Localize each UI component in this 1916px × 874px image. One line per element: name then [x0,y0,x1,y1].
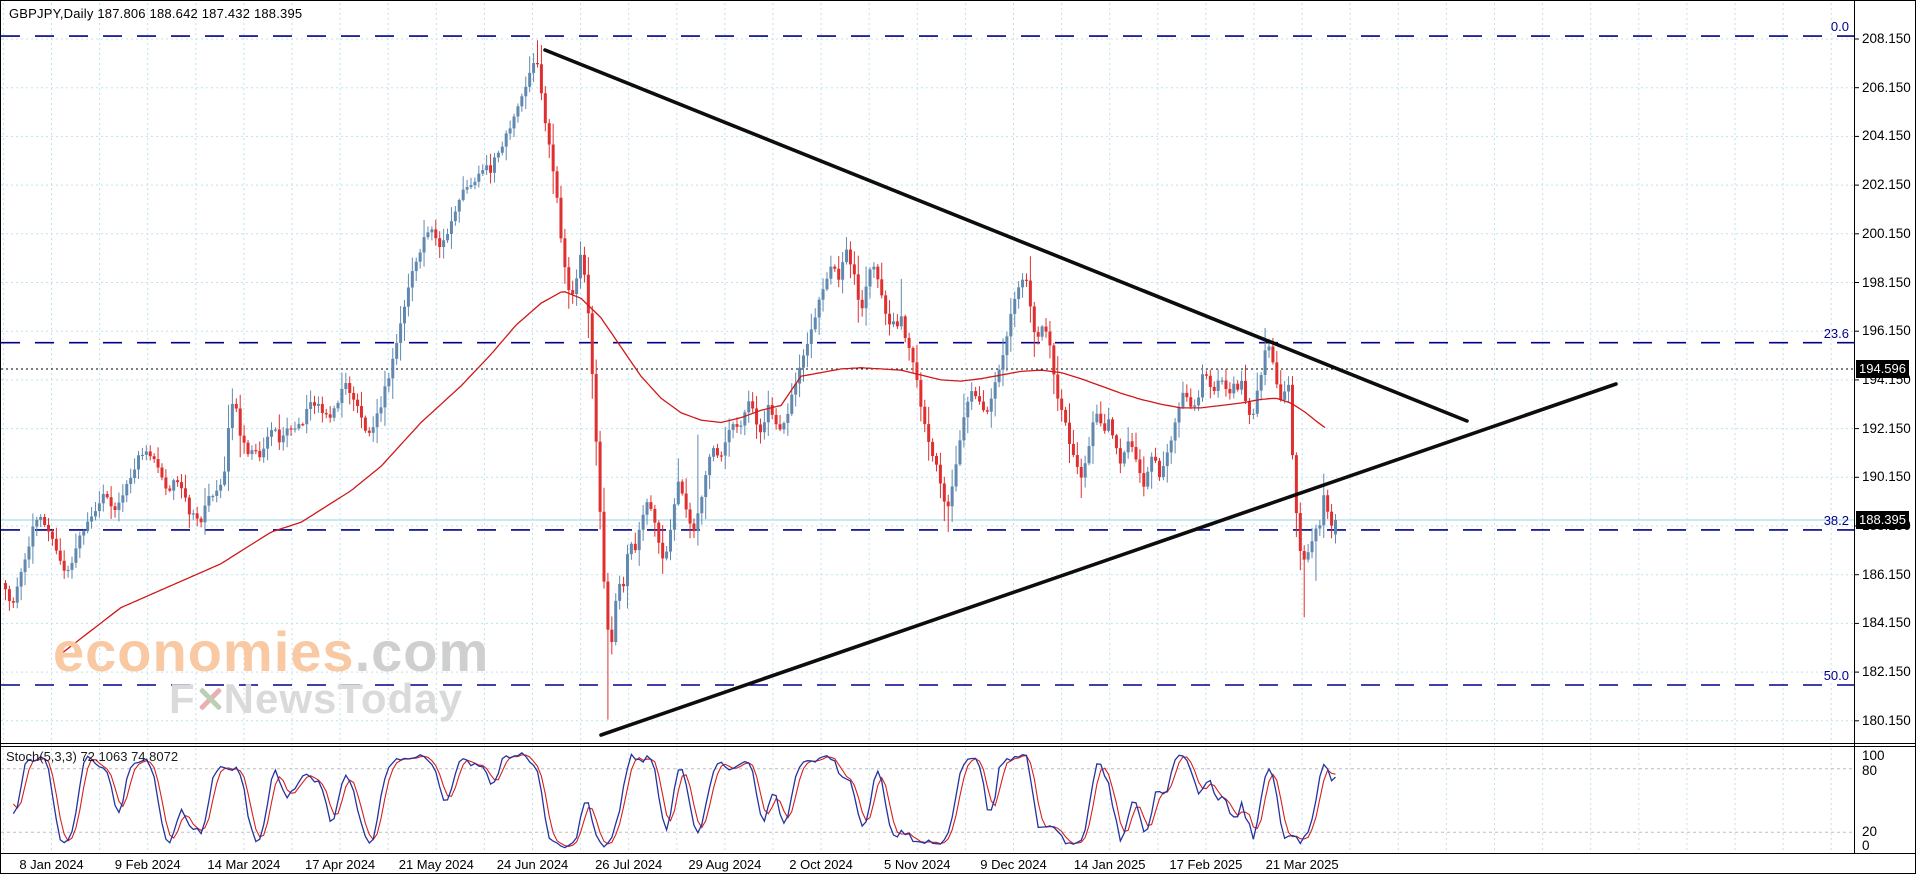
fib-label: 0.0 [1830,19,1849,35]
stoch-d-value: 74.8072 [131,749,179,764]
fx-x-icon [197,683,223,713]
price-axis-label: 202.150 [1862,177,1911,193]
trendlines[interactable] [543,48,1618,737]
price-axis-label: 186.150 [1862,566,1911,582]
stochastic-label: Stoch(5,3,3) 72.1063 74.8072 [6,749,179,764]
chart-title: GBPJPY,Daily 187.806 188.642 187.432 188… [9,6,303,21]
price-axis-label: 182.150 [1862,664,1911,680]
fib-label: 50.0 [1823,668,1849,683]
price-axis-label: 206.150 [1862,79,1911,95]
date-label: 29 Aug 2024 [688,857,762,872]
date-label: 9 Feb 2024 [114,857,181,872]
fib-label: 23.6 [1823,325,1849,341]
price-axis-label: 198.150 [1862,274,1911,290]
stoch-scale-label: 100 [1862,748,1885,763]
stochastic-panel [12,751,1336,849]
watermark-fxnewstoday: F NewsToday [169,675,463,722]
date-label: 8 Jan 2024 [19,857,84,872]
price-axis-label: 180.150 [1862,712,1911,728]
stoch-scale-label: 80 [1862,763,1878,778]
stoch-scale-label: 0 [1862,838,1870,853]
watermark-economies: economies.com [53,620,490,683]
current-price-tag: 188.395 [1856,511,1909,530]
date-label: 14 Jan 2025 [1073,857,1146,872]
price-axis-label: 192.150 [1862,420,1911,436]
date-label: 5 Nov 2024 [884,857,951,872]
stoch-k-value: 72.1063 [80,749,128,764]
price-axis-label: 184.150 [1862,615,1911,631]
panel-frame [1,1,1915,854]
fib-label: 38.2 [1823,512,1849,528]
price-axis-label: 190.150 [1862,469,1911,485]
hline-price-tag: 194.596 [1856,360,1909,379]
moving-average-line [60,291,1326,655]
price-axis-label: 196.150 [1862,323,1911,339]
candlesticks [4,40,1337,720]
price-axis-label: 204.150 [1862,128,1911,144]
price-axis-label: 208.150 [1862,31,1911,46]
date-label: 21 May 2024 [398,857,474,872]
fibonacci-lines[interactable] [1,35,1854,686]
date-label: 24 Jun 2024 [496,857,569,872]
horizontal-lines[interactable] [1,368,1854,521]
date-label: 14 Mar 2024 [207,857,281,872]
price-axis-label: 200.150 [1862,225,1911,241]
date-label: 2 Oct 2024 [789,857,853,872]
date-label: 26 Jul 2024 [595,857,663,872]
date-label: 9 Dec 2024 [980,857,1047,872]
date-label: 17 Apr 2024 [305,857,376,872]
stoch-scale-label: 20 [1862,824,1878,839]
date-label: 17 Feb 2025 [1169,857,1243,872]
date-label: 21 Mar 2025 [1265,857,1339,872]
